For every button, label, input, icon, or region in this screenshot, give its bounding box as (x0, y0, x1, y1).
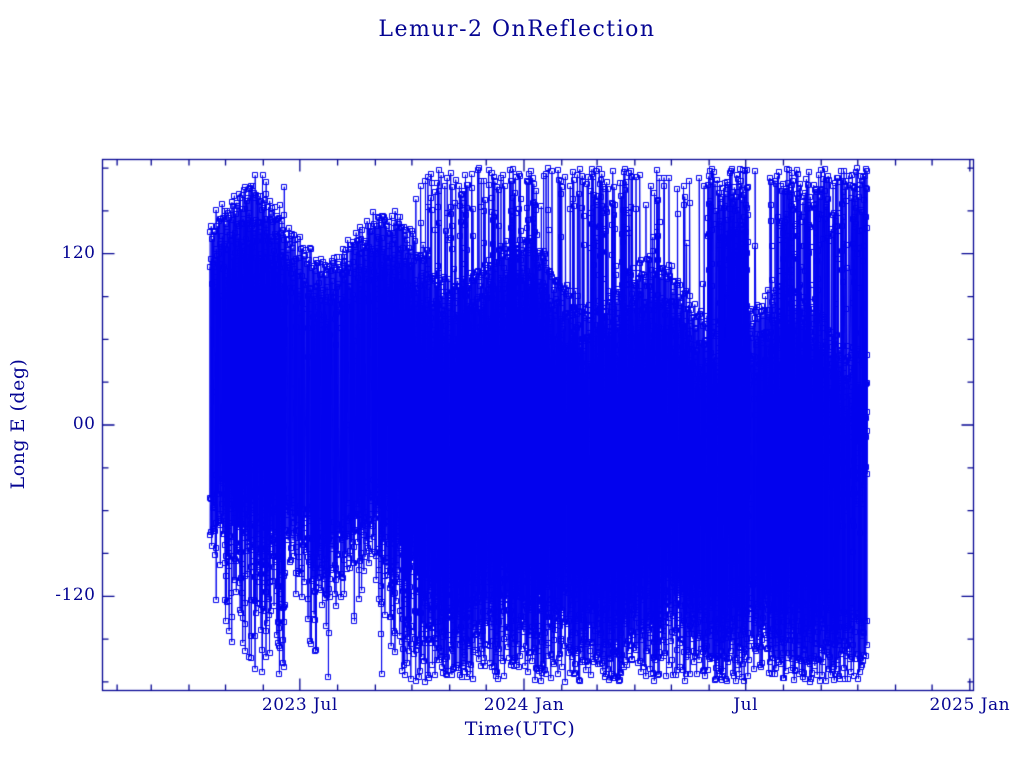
x-tick-label: 2023 Jul (261, 694, 338, 715)
y-tick-label: -120 (55, 585, 96, 606)
chart-title: Lemur-2 OnReflection (378, 17, 656, 42)
x-axis-label: Time(UTC) (464, 718, 576, 740)
y-tick-label: 120 (61, 242, 96, 263)
x-tick-label: 2025 Jan (929, 694, 1011, 715)
x-tick-label: Jul (733, 694, 759, 715)
x-tick-label: 2024 Jan (483, 694, 565, 715)
y-axis-label: Long E (deg) (7, 358, 29, 490)
y-tick-label: 00 (72, 414, 96, 434)
